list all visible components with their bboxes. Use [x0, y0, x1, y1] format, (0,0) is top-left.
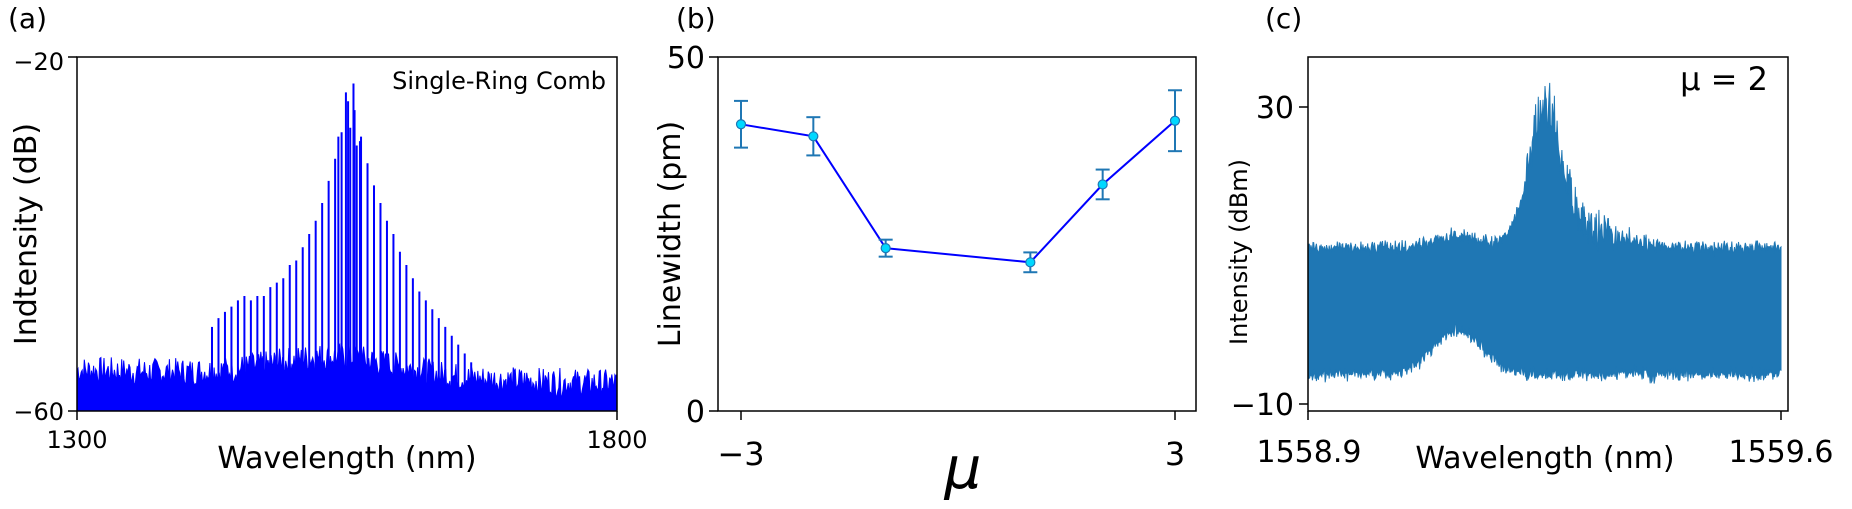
data-point [880, 243, 891, 254]
data-point [808, 131, 819, 142]
panel-a-annotation: Single-Ring Comb [392, 67, 606, 95]
panel-c-ytick-label-bottom: −10 [1231, 388, 1294, 423]
panel-b-label: (b) [676, 2, 716, 35]
panel-a-xlabel: Wavelength (nm) [217, 441, 476, 476]
panel-a-xtick-label-left: 1300 [46, 426, 107, 454]
data-point [735, 119, 747, 130]
data-point [1097, 179, 1108, 190]
panel-c-xlabel: Wavelength (nm) [1415, 441, 1674, 476]
panel-c-plot [1308, 82, 1782, 384]
panel-b-ytick-label-top: 50 [667, 41, 705, 76]
spectrum-band [1308, 82, 1782, 384]
panel-c-label: (c) [1265, 2, 1302, 35]
panel-c-ytick-label-top: 30 [1256, 91, 1294, 126]
panel-c-xtick-label-left: 1558.9 [1257, 435, 1362, 470]
panel-a-ytick-label-top: −20 [13, 48, 64, 76]
data-point [1169, 115, 1181, 126]
panel-b-frame [717, 56, 1197, 412]
linewidth-series-line [740, 119, 1176, 264]
panel-a: (a) −20 −60 1300 1800 Wavelength (nm) In… [8, 2, 648, 476]
panel-a-frame [76, 56, 618, 412]
data-point [1025, 257, 1036, 268]
panel-b-xtick-label-right: 3 [1165, 435, 1185, 473]
panel-a-xtick-label-right: 1800 [586, 426, 647, 454]
panel-a-ytick-label-bottom: −60 [13, 398, 64, 426]
panel-a-label: (a) [8, 2, 47, 35]
panel-a-ylabel: Indtensity (dB) [9, 123, 44, 345]
panel-b-ytick-label-bottom: 0 [686, 395, 705, 430]
panel-c: (c) 30 −10 1558.9 1559.6 Wavelength (nm)… [1225, 2, 1833, 476]
panel-b: (b) 50 0 −3 3 μ Linewidth (pm) [653, 2, 1197, 502]
panel-c-frame [1307, 56, 1789, 412]
panel-b-xtick-label-left: −3 [717, 435, 764, 473]
panel-c-xtick-label-right: 1559.6 [1729, 435, 1834, 470]
panel-c-annotation: μ = 2 [1680, 60, 1768, 98]
panel-c-ylabel: Intensity (dBm) [1225, 159, 1253, 345]
noise-floor [76, 342, 618, 412]
panel-b-plot [734, 89, 1182, 274]
panel-b-ylabel: Linewidth (pm) [653, 121, 688, 347]
panel-b-xlabel: μ [944, 434, 982, 502]
panel-a-plot [76, 83, 618, 412]
